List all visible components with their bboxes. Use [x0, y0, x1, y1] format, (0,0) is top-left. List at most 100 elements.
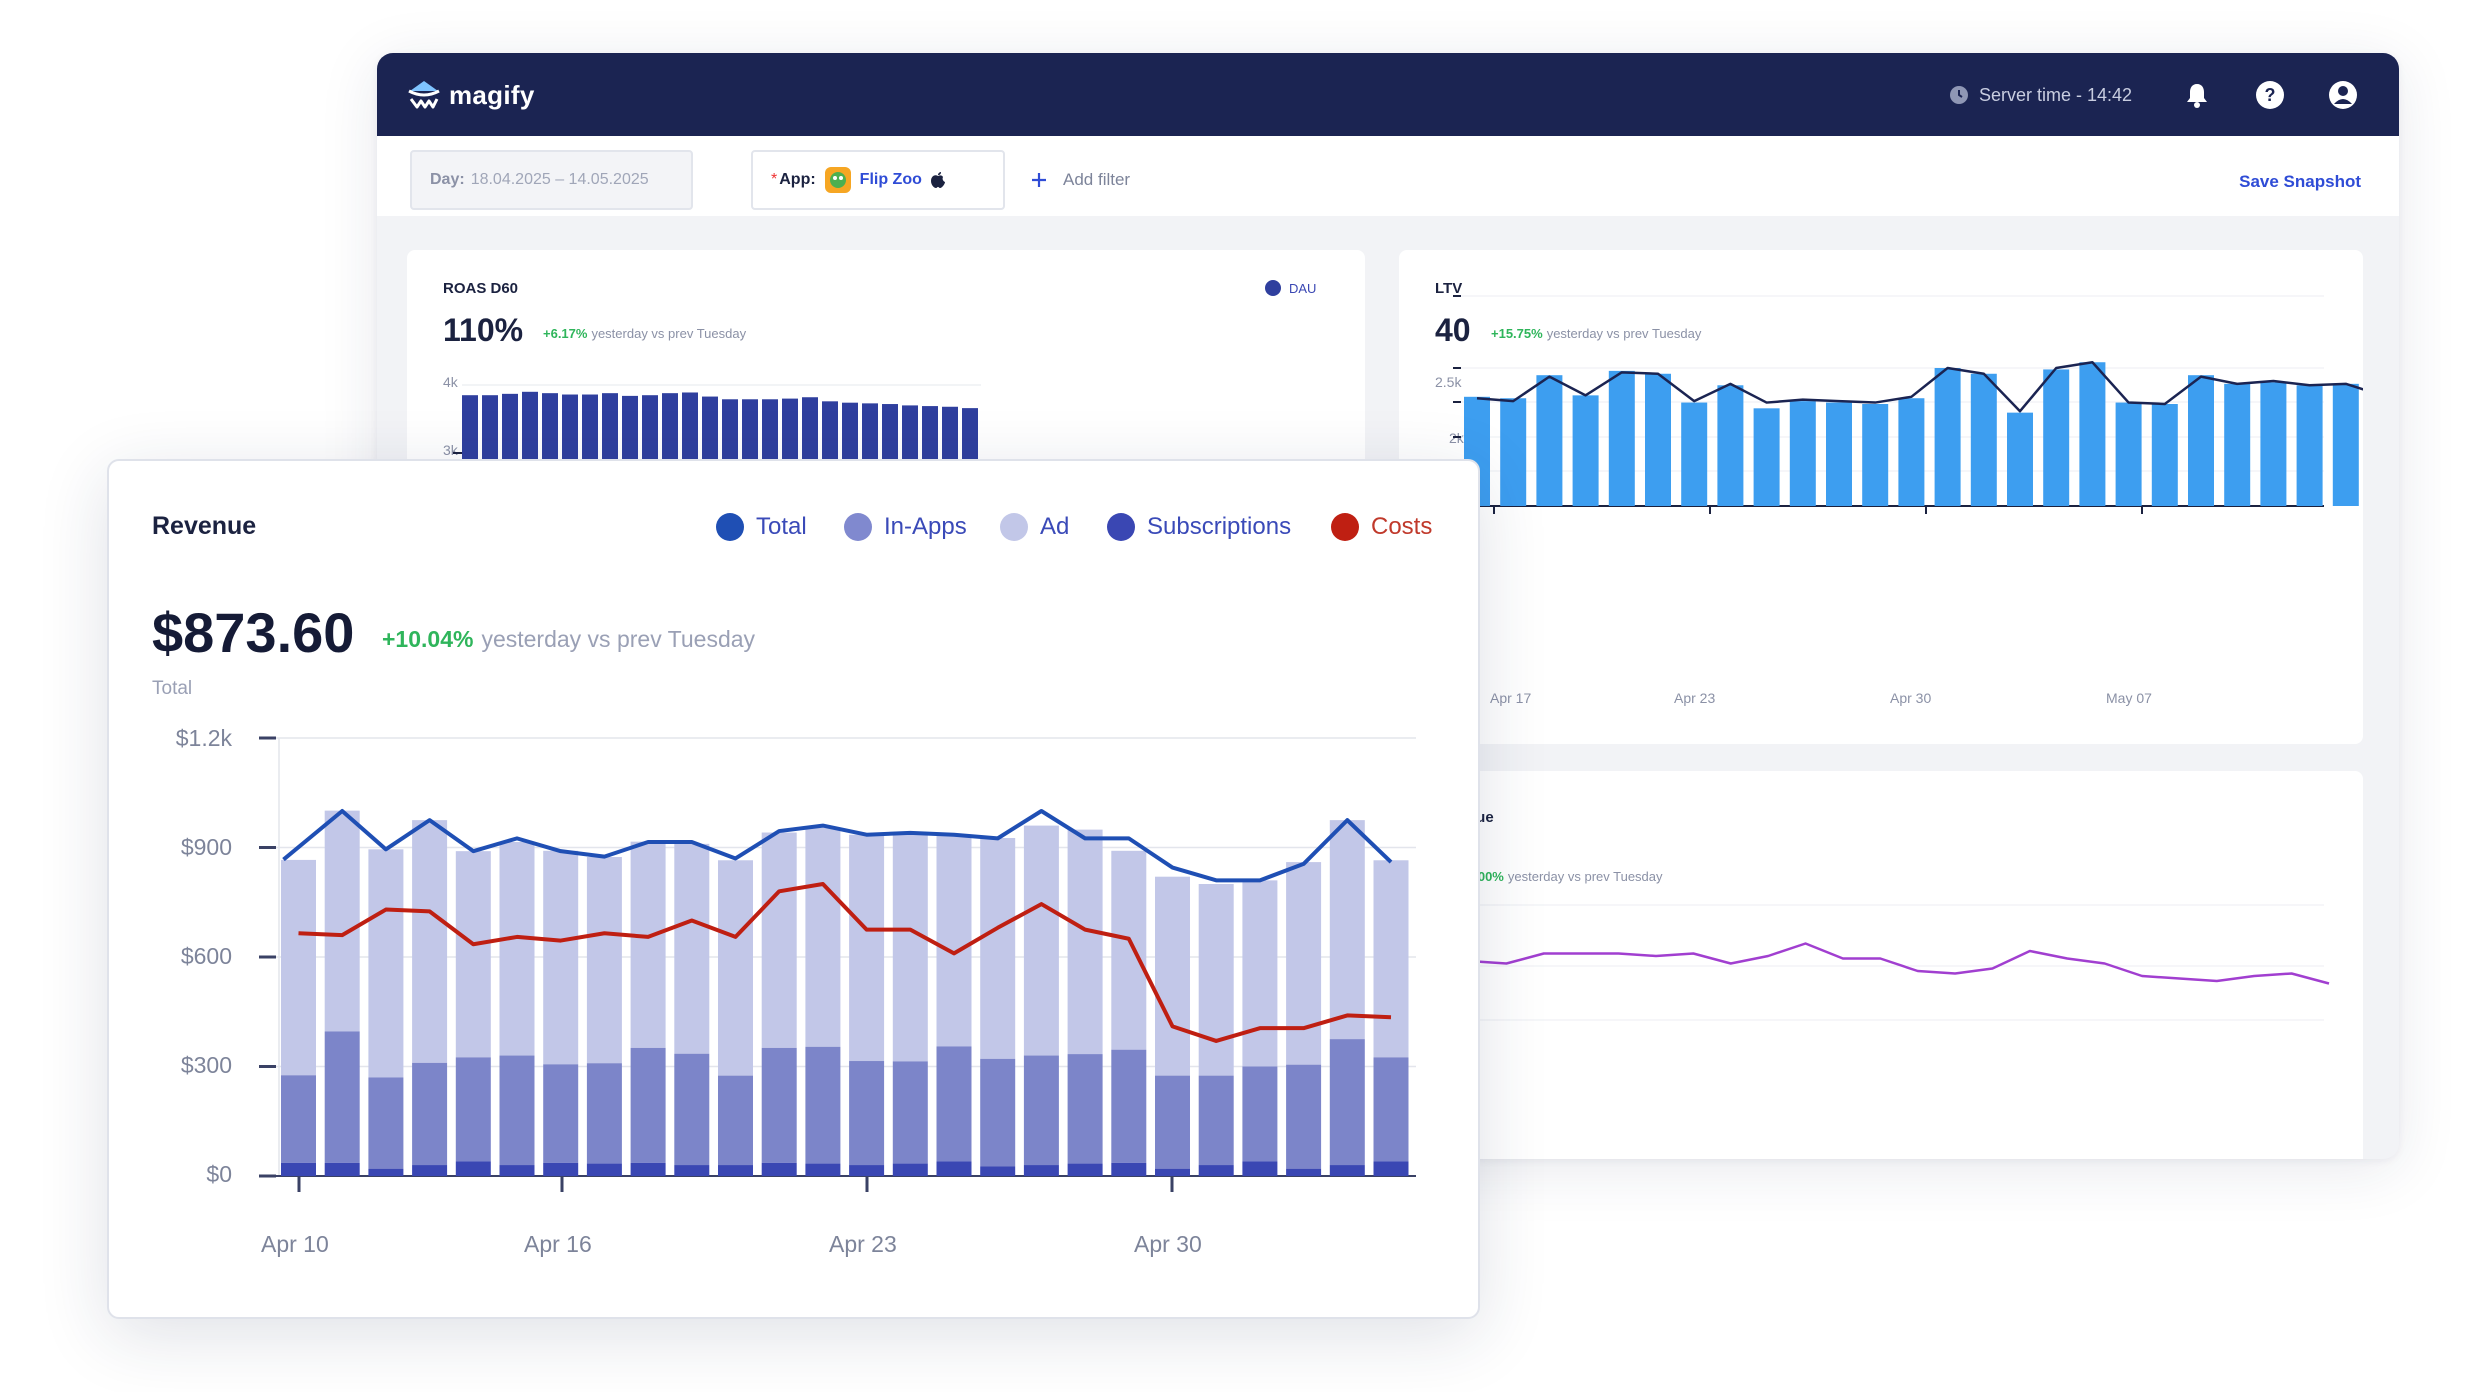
- ltv-bar: [1970, 373, 1997, 506]
- x-tick-apr16: Apr 16: [524, 1231, 592, 1257]
- revenue-bar-subscriptions: [281, 1162, 316, 1176]
- revenue-bar-subscriptions: [1373, 1161, 1409, 1176]
- revenue-bar-ad: [892, 833, 928, 1062]
- app-name: Flip Zoo: [859, 171, 922, 188]
- add-filter-button[interactable]: Add filter: [1029, 166, 1130, 194]
- help-button[interactable]: ?: [2250, 75, 2290, 115]
- clock-icon: [1950, 86, 1968, 104]
- legend-ad[interactable]: Ad: [1000, 511, 1069, 543]
- ltv-bar: [1572, 395, 1599, 506]
- revenue-delta-value: +10.04%: [382, 626, 474, 652]
- revenue-bar-in-apps: [892, 1061, 928, 1164]
- revenue-bar-in-apps: [1155, 1075, 1190, 1169]
- ltv-value: 40: [1435, 312, 1471, 348]
- legend-total[interactable]: Total: [716, 511, 807, 543]
- user-icon: [2329, 81, 2357, 109]
- legend-in-apps[interactable]: In-Apps: [844, 511, 967, 543]
- ltv-bar: [1898, 398, 1925, 506]
- revenue-bar-in-apps: [543, 1064, 579, 1163]
- roas-legend: DAU: [1265, 280, 1316, 296]
- legend-in-apps-dot: [844, 513, 872, 541]
- ltv-bar: [2224, 383, 2251, 506]
- revenue-trend-delta-text: yesterday vs prev Tuesday: [1507, 869, 1663, 884]
- revenue-bar-ad: [455, 851, 491, 1058]
- ltv-x-tick-apr23: Apr 23: [1674, 690, 1716, 706]
- y-tick-0: $0: [206, 1161, 232, 1187]
- roas-title: ROAS D60: [443, 280, 519, 297]
- revenue-bar-ad: [281, 859, 316, 1076]
- revenue-trend-card: nue 0.00% yesterday vs prev Tuesday: [1399, 771, 2363, 1159]
- magify-logo[interactable]: magify: [407, 75, 535, 115]
- save-snapshot-button[interactable]: Save Snapshot: [2239, 172, 2361, 191]
- ltv-delta: +15.75% yesterday vs prev Tuesday: [1491, 326, 1701, 341]
- legend-costs[interactable]: Costs: [1331, 511, 1432, 543]
- ltv-bar: [1717, 385, 1744, 506]
- revenue-title: Revenue: [152, 512, 257, 540]
- revenue-card: Revenue Total In-Apps Ad Subscriptions C…: [107, 459, 1480, 1319]
- revenue-bar-subscriptions: [1023, 1165, 1059, 1176]
- revenue-bar-ad: [980, 838, 1016, 1059]
- revenue-bar-in-apps: [324, 1031, 360, 1163]
- revenue-bar-ad: [761, 832, 797, 1048]
- legend-subscriptions-dot: [1107, 513, 1135, 541]
- help-icon: ?: [2256, 81, 2284, 109]
- revenue-bar-ad: [718, 860, 753, 1076]
- roas-value: 110%: [443, 312, 524, 348]
- revenue-bar-ad: [630, 841, 666, 1048]
- y-tick-1200: $1.2k: [175, 725, 232, 751]
- revenue-bar-in-apps: [1286, 1064, 1322, 1169]
- revenue-bar-ad: [324, 810, 360, 1032]
- roas-y-tick-4k: 4k: [443, 374, 458, 390]
- revenue-bar-subscriptions: [761, 1162, 797, 1176]
- notifications-button[interactable]: [2177, 75, 2217, 115]
- ltv-bar: [2332, 383, 2359, 506]
- legend-costs-dot: [1331, 513, 1359, 541]
- revenue-bar-ad: [1373, 860, 1409, 1058]
- revenue-bar-subscriptions: [1111, 1162, 1147, 1176]
- profile-button[interactable]: [2323, 75, 2363, 115]
- revenue-bar-subscriptions: [1155, 1168, 1190, 1176]
- ltv-y-tick-2-5k: 2.5k: [1435, 374, 1462, 390]
- revenue-bar-in-apps: [1198, 1075, 1234, 1166]
- revenue-bar-in-apps: [1023, 1055, 1059, 1166]
- revenue-bar-in-apps: [1329, 1039, 1365, 1166]
- revenue-bar-in-apps: [849, 1061, 885, 1166]
- revenue-bar-subscriptions: [1286, 1168, 1322, 1176]
- revenue-total-value: $873.60: [152, 601, 355, 664]
- legend-total-dot: [716, 513, 744, 541]
- app-icon: [824, 167, 851, 193]
- legend-subscriptions[interactable]: Subscriptions: [1107, 511, 1291, 543]
- y-tick-300: $300: [180, 1052, 232, 1078]
- ltv-chart: [1453, 295, 2363, 514]
- dau-legend-dot: [1265, 280, 1281, 296]
- ltv-bar: [1826, 402, 1852, 506]
- app-filter-label: App:: [779, 171, 816, 188]
- plus-icon: [1032, 173, 1046, 187]
- revenue-bar-subscriptions: [586, 1163, 622, 1176]
- roas-delta-value: +6.17%: [543, 326, 588, 341]
- revenue-bar-ad: [543, 850, 579, 1065]
- revenue-bar-subscriptions: [849, 1165, 885, 1176]
- server-time: Server time - 14:42: [1949, 81, 2132, 109]
- app-filter[interactable]: * App: Flip Zoo: [751, 150, 1005, 210]
- revenue-bar-ad: [674, 843, 710, 1054]
- revenue-bar-ad: [936, 834, 972, 1047]
- svg-text:?: ?: [2265, 85, 2276, 105]
- revenue-bar-in-apps: [1111, 1049, 1147, 1163]
- revenue-bar-ad: [805, 827, 841, 1047]
- ltv-bar: [1500, 398, 1527, 506]
- revenue-bar-in-apps: [1067, 1054, 1103, 1164]
- revenue-bar-ad: [1286, 862, 1322, 1065]
- date-range-filter[interactable]: Day: 18.04.2025 – 14.05.2025: [410, 150, 693, 210]
- ltv-x-tick-apr17: Apr 17: [1490, 690, 1532, 706]
- revenue-bar-in-apps: [499, 1055, 535, 1166]
- revenue-bar-ad: [1067, 829, 1103, 1055]
- revenue-bar-in-apps: [1373, 1057, 1409, 1162]
- revenue-bar-ad: [1329, 820, 1365, 1040]
- ltv-bar: [2260, 382, 2287, 506]
- revenue-bar-subscriptions: [936, 1161, 972, 1176]
- legend-subscriptions-label: Subscriptions: [1147, 513, 1292, 540]
- revenue-bar-subscriptions: [1198, 1165, 1234, 1176]
- revenue-delta: +10.04% yesterday vs prev Tuesday: [382, 626, 755, 653]
- revenue-bar-in-apps: [761, 1047, 797, 1163]
